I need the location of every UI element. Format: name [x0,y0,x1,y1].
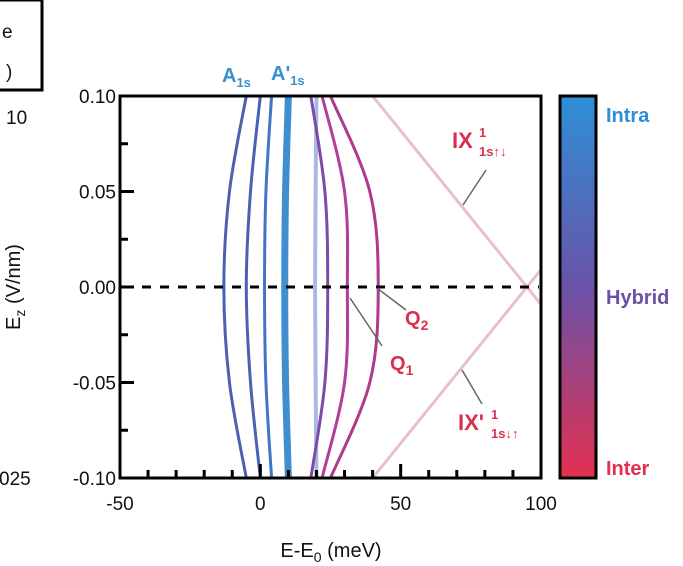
label-ix-upper: IX 1 1s↑↓ [452,125,506,159]
label-ix-lower-sup: 1 [491,407,498,422]
colorbar-label-inter: Inter [606,458,650,480]
label-ix-upper-main: IX [452,128,473,153]
series-line-2 [263,96,274,478]
leader-ix-bottom [461,369,483,405]
ticks-group: -50 0 50 100 -0.10 -0.05 0.00 0.05 0.10 [73,87,557,515]
x-tick-label: 100 [525,494,557,515]
y-axis-title-main: E [3,317,25,330]
x-tick-label: 0 [255,494,266,515]
label-ix-upper-sup: 1 [479,125,486,140]
cropped-left-panel: e ) 10 025 [0,0,44,490]
y-axis-title-unit: (V/nm) [3,244,25,310]
x-tick-label: -50 [106,494,133,515]
leader-q2 [376,287,407,311]
x-axis-title-main: E-E [280,540,313,562]
label-a1s: A1s [222,65,251,90]
cropped-text-paren: ) [6,62,12,83]
cropped-text-025: 025 [0,469,31,490]
y-tick-label: -0.10 [73,469,116,490]
colorbar [558,94,598,480]
leader-q1 [349,297,383,347]
colorbar-label-hybrid: Hybrid [606,287,669,309]
y-tick-label: -0.05 [73,374,116,395]
x-axis-title-sub: 0 [314,549,322,565]
y-tick-label: 0.05 [79,183,116,204]
x-axis-title: E-E0 (meV) [280,540,381,565]
y-axis-title: Ez (V/nm) [3,244,28,330]
cropped-text-10: 10 [6,108,27,129]
y-tick-label: 0.00 [79,278,116,299]
y-axis-title-sub: z [12,310,28,317]
label-q1: Q1 [390,353,414,378]
label-ix-lower-sub: 1s↓↑ [491,426,518,441]
colorbar-label-intra: Intra [606,105,650,127]
label-a-prime-1s: A'1s [271,63,305,88]
label-q2: Q2 [405,308,429,333]
label-ix-lower: IX' 1 1s↓↑ [458,407,518,441]
series-line-3 [281,96,292,478]
label-ix-upper-sub: 1s↑↓ [479,144,506,159]
leader-ix-top [462,169,487,206]
x-axis-title-unit: (meV) [322,540,382,562]
y-tick-label: 0.10 [79,87,116,108]
cropped-legend-box [0,0,44,92]
series-line-1 [244,96,262,478]
leader-lines [349,169,487,405]
cropped-text-e: e [2,22,13,43]
series-line-4 [313,96,319,478]
series-line-0 [222,96,248,478]
x-tick-label: 50 [390,494,411,515]
label-ix-lower-main: IX' [458,410,484,435]
